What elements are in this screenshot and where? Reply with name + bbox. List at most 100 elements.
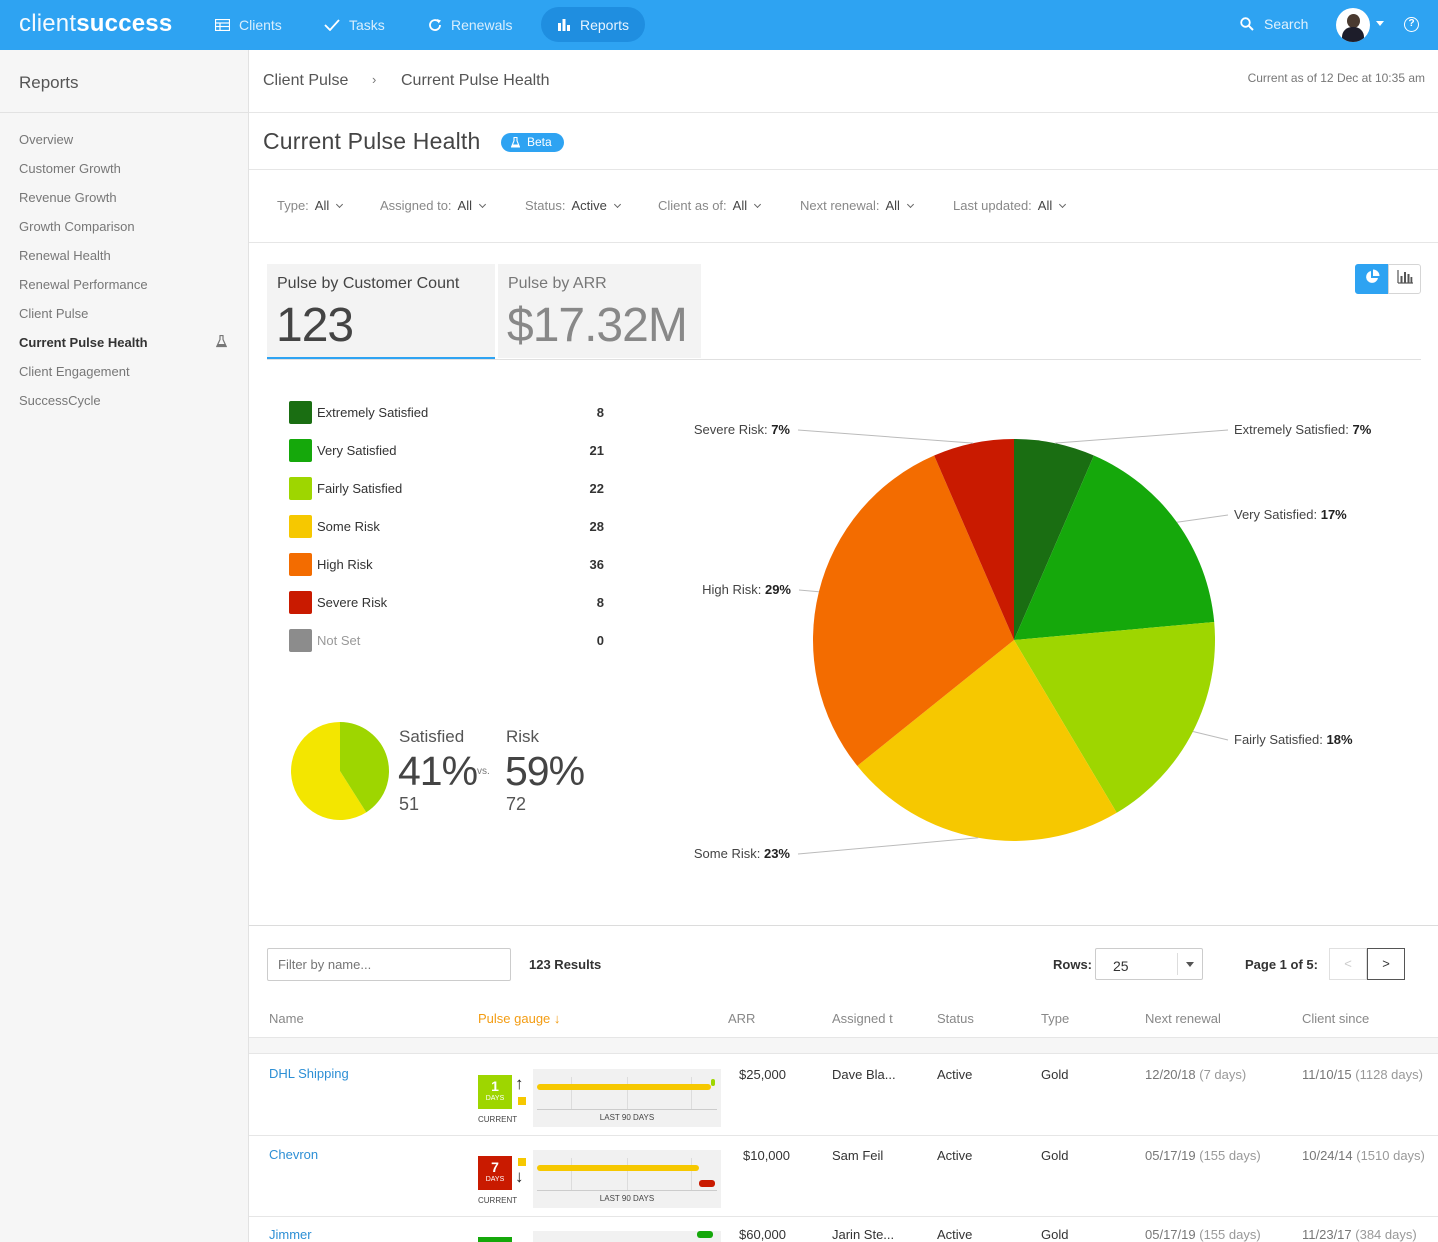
- renewal-date: 12/20/18: [1145, 1067, 1196, 1082]
- next-renewal-date: 05/17/19 (155 days): [1145, 1148, 1261, 1163]
- client-name-link[interactable]: Jimmer: [269, 1227, 312, 1242]
- column-header-status[interactable]: Status: [937, 1011, 974, 1026]
- tab-pulse-by-customer-count[interactable]: Pulse by Customer Count 123: [267, 264, 495, 360]
- user-avatar[interactable]: [1336, 8, 1370, 42]
- pie-slice-severe-risk[interactable]: [934, 439, 1014, 640]
- bar-view-toggle[interactable]: [1388, 264, 1421, 294]
- pulse-days-badge: 1 DAYS: [478, 1075, 512, 1109]
- sidebar-item-renewal-performance[interactable]: Renewal Performance: [19, 277, 148, 292]
- help-icon[interactable]: ?: [1404, 17, 1419, 32]
- filter-status[interactable]: Status: Active: [525, 198, 621, 213]
- filter-type[interactable]: Type: All: [277, 198, 344, 213]
- pulse-header-label: Pulse gauge: [478, 1011, 551, 1026]
- legend-label: Extremely Satisfied: [317, 405, 429, 420]
- breadcrumb-client-pulse[interactable]: Client Pulse: [263, 72, 349, 89]
- renewal-date: 05/17/19: [1145, 1227, 1196, 1242]
- sidebar-item-revenue-growth[interactable]: Revenue Growth: [19, 190, 117, 205]
- grid-line: [627, 1077, 628, 1109]
- bar-chart-icon: [557, 18, 571, 31]
- pie-label: Extremely Satisfied: 7%: [1234, 422, 1372, 437]
- table-row[interactable]: Jimmer $60,000 Jarin Ste... Active Gold …: [249, 1217, 1438, 1242]
- column-header-type[interactable]: Type: [1041, 1011, 1070, 1026]
- sidebar-title: Reports: [19, 73, 79, 92]
- client-since-date: 10/24/14 (1510 days): [1302, 1148, 1425, 1163]
- pulse-sparkline: LAST 90 DAYS: [533, 1150, 721, 1208]
- nav-reports[interactable]: Reports: [541, 7, 646, 42]
- filter-client-as-of[interactable]: Client as of: All: [658, 198, 762, 213]
- tab-count-value: 123: [276, 299, 354, 352]
- pie-label: Some Risk: 23%: [694, 846, 791, 861]
- previous-pulse-square: [518, 1097, 526, 1105]
- legend-item-not-set: Not Set 0: [289, 629, 604, 652]
- column-header-client-since[interactable]: Client since: [1302, 1011, 1370, 1026]
- pie-slice-high-risk[interactable]: [813, 455, 1014, 766]
- satisfied-label: Satisfied: [399, 727, 465, 746]
- next-page-button[interactable]: >: [1367, 948, 1405, 980]
- search-button[interactable]: Search: [1240, 16, 1308, 32]
- filter-next-renewal[interactable]: Next renewal: All: [800, 198, 914, 213]
- beta-badge: Beta: [501, 133, 564, 152]
- client-name-link[interactable]: Chevron: [269, 1147, 319, 1162]
- filter-last-updated-label: Last updated:: [953, 198, 1032, 213]
- legend-count: 22: [589, 481, 604, 496]
- column-header-next-renewal[interactable]: Next renewal: [1145, 1011, 1221, 1026]
- legend-label: High Risk: [317, 557, 373, 572]
- filter-assigned-to[interactable]: Assigned to: All: [380, 198, 487, 213]
- header-divider: [249, 112, 1438, 113]
- previous-page-button[interactable]: <: [1329, 948, 1367, 980]
- nav-tasks[interactable]: Tasks: [308, 7, 401, 42]
- sidebar-item-current-pulse-health[interactable]: Current Pulse Health: [19, 335, 148, 350]
- pulse-history-bar: [537, 1084, 711, 1090]
- renewal-relative: (155 days): [1199, 1227, 1261, 1242]
- last-90-days-label: LAST 90 DAYS: [599, 1194, 655, 1203]
- column-header-pulse-gauge[interactable]: Pulse gauge ↓: [478, 1011, 560, 1026]
- type-value: Gold: [1041, 1067, 1069, 1082]
- flask-icon: [215, 334, 228, 353]
- legend-swatch: [289, 515, 312, 538]
- table-row[interactable]: DHL Shipping 1 DAYS ↑ CURRENT LAST 90 DA…: [249, 1055, 1438, 1136]
- search-label: Search: [1264, 16, 1309, 32]
- bar-chart-icon: [1396, 269, 1413, 289]
- legend-count: 0: [596, 633, 604, 648]
- clientsuccess-logo[interactable]: clientsuccess: [19, 10, 173, 37]
- top-navigation-bar: clientsuccess Clients Tasks Renewals Rep…: [0, 0, 1438, 50]
- tab-pulse-by-arr[interactable]: Pulse by ARR $17.32M: [498, 264, 701, 358]
- select-divider: [1177, 953, 1178, 975]
- chevron-down-icon[interactable]: [1376, 21, 1384, 26]
- column-header-arr[interactable]: ARR: [728, 1011, 756, 1026]
- pie-slice-fairly-satisfied[interactable]: [1014, 622, 1215, 813]
- pie-label-leader: [797, 837, 979, 855]
- sidebar-item-customer-growth[interactable]: Customer Growth: [19, 161, 121, 176]
- filter-by-name-input[interactable]: [267, 948, 511, 981]
- status-value: Active: [937, 1148, 973, 1163]
- nav-renewals[interactable]: Renewals: [412, 7, 528, 42]
- grid-line: [571, 1077, 572, 1109]
- pie-view-toggle[interactable]: [1355, 264, 1388, 294]
- filter-status-value: Active: [571, 198, 607, 213]
- risk-label: Risk: [506, 727, 540, 746]
- column-header-name[interactable]: Name: [269, 1011, 304, 1026]
- table-row[interactable]: Chevron 7 DAYS ↓ CURRENT LAST 90 DAYS $1…: [249, 1136, 1438, 1217]
- previous-pulse-square: [518, 1158, 526, 1166]
- sidebar-item-client-engagement[interactable]: Client Engagement: [19, 364, 130, 379]
- sidebar-item-growth-comparison[interactable]: Growth Comparison: [19, 219, 135, 234]
- pie-slice-some-risk[interactable]: [857, 640, 1117, 841]
- filter-type-value: All: [314, 198, 330, 213]
- pie-slice-very-satisfied[interactable]: [1014, 455, 1215, 640]
- sidebar-item-overview[interactable]: Overview: [19, 132, 74, 147]
- client-name-link[interactable]: DHL Shipping: [269, 1066, 349, 1081]
- sidebar-item-renewal-health[interactable]: Renewal Health: [19, 248, 111, 263]
- column-header-assigned[interactable]: Assigned t: [832, 1011, 893, 1026]
- filter-last-updated[interactable]: Last updated: All: [953, 198, 1067, 213]
- legend-swatch: [289, 629, 312, 652]
- nav-clients[interactable]: Clients: [199, 7, 298, 42]
- legend-label: Fairly Satisfied: [317, 481, 403, 496]
- sidebar-item-client-pulse[interactable]: Client Pulse: [19, 306, 89, 321]
- sidebar-item-successcycle[interactable]: SuccessCycle: [19, 393, 101, 408]
- rows-per-page-select[interactable]: 25: [1095, 948, 1203, 980]
- reports-sidebar: Reports Overview Customer Growth Revenue…: [0, 50, 249, 1242]
- pie-chart-icon: [1364, 269, 1380, 290]
- pie-slice-extremely-satisfied[interactable]: [1014, 439, 1094, 640]
- rows-value: 25: [1113, 958, 1129, 974]
- refresh-icon: [428, 18, 442, 32]
